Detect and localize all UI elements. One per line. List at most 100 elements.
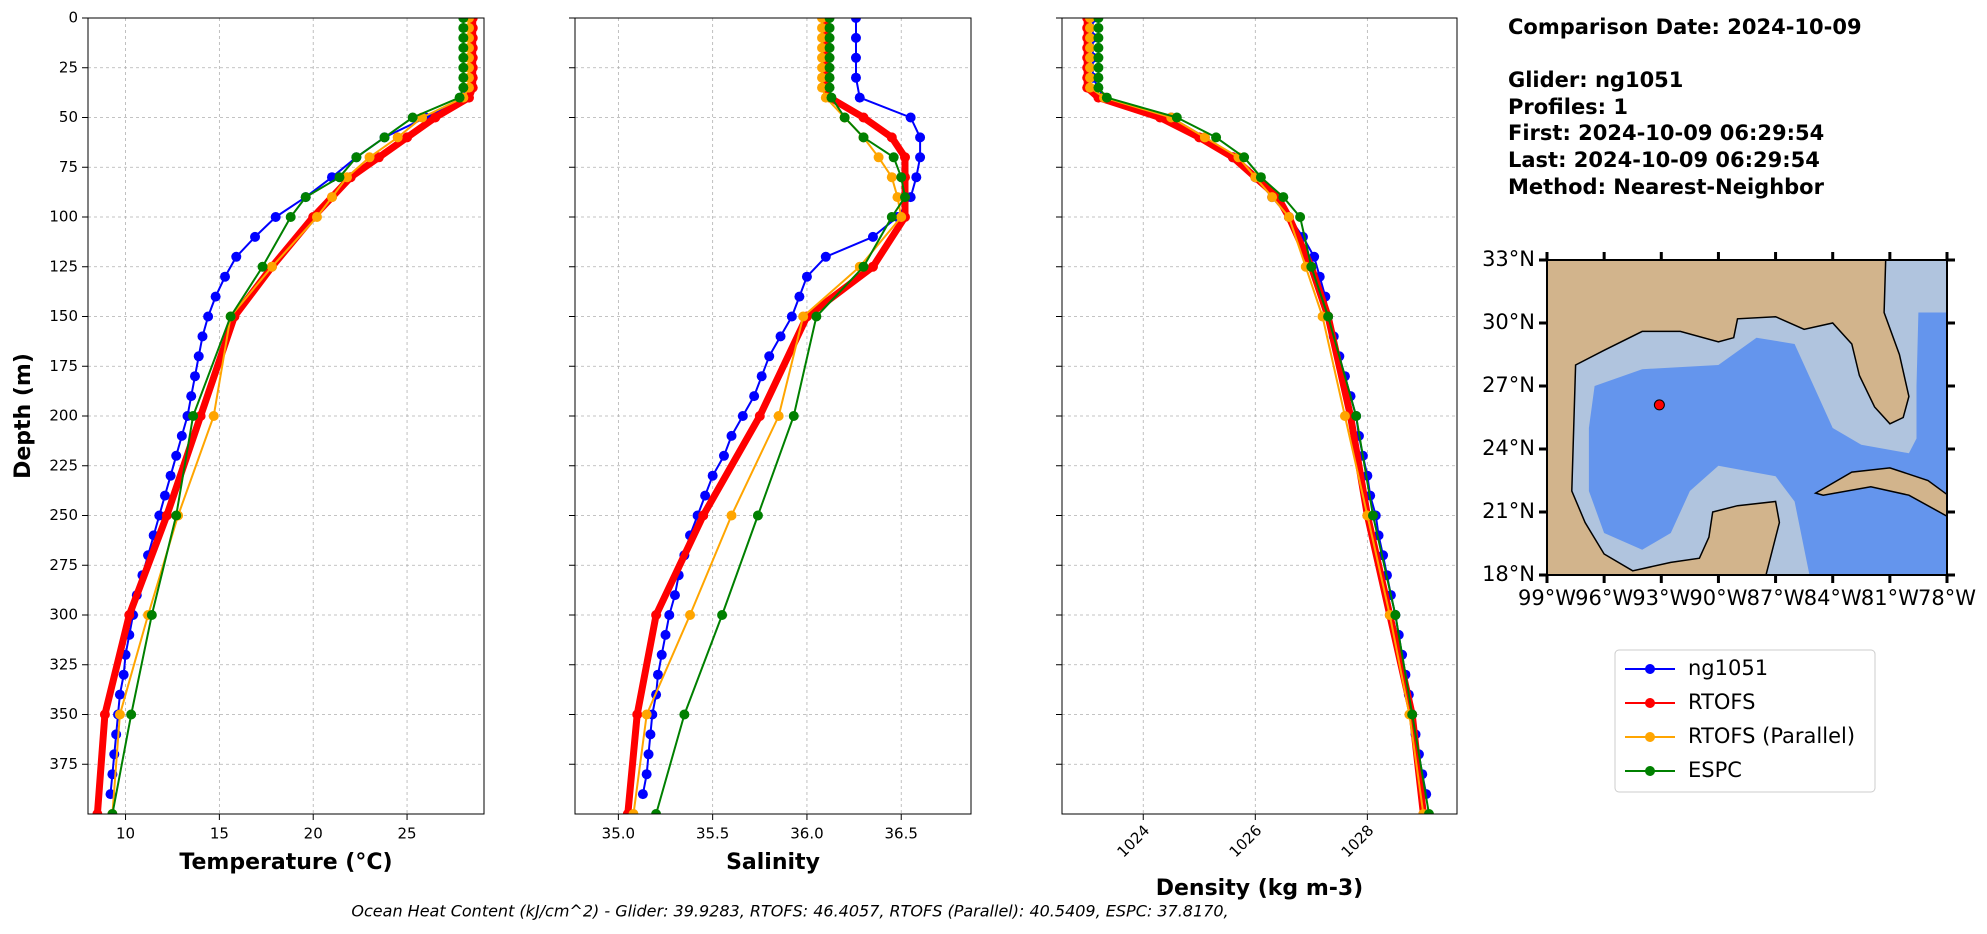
y-tick-label: 175: [49, 357, 78, 375]
profile-marker: [656, 649, 667, 660]
deep-water: [1588, 312, 1947, 575]
profile-marker: [641, 709, 652, 720]
profile-marker: [794, 291, 805, 302]
legend-label: RTOFS: [1688, 690, 1755, 714]
profile-marker: [824, 32, 835, 43]
profile-marker: [311, 212, 322, 222]
profile-marker: [1085, 52, 1096, 63]
profile-marker: [1407, 709, 1418, 720]
profile-marker: [458, 62, 469, 73]
profile-marker: [126, 709, 137, 720]
profile-marker: [664, 610, 675, 620]
profile-marker: [707, 470, 718, 481]
x-tick-label: 25: [398, 825, 417, 843]
legend-marker: [1645, 664, 1655, 674]
profile-marker: [257, 261, 268, 272]
profile-marker: [1093, 62, 1104, 73]
profile-marker: [1085, 42, 1096, 53]
legend-box: [1614, 649, 1876, 793]
profile-marker: [788, 411, 799, 421]
profile-marker: [161, 510, 172, 521]
legend-label: ng1051: [1688, 656, 1768, 680]
profile-marker: [326, 192, 337, 203]
x-tick-label: 35.0: [602, 825, 635, 843]
profile-marker: [801, 271, 812, 282]
profile-marker: [896, 212, 907, 222]
profile-marker: [402, 132, 413, 143]
profile-marker: [900, 152, 910, 163]
map-lat-label: 33°N: [1482, 247, 1535, 271]
map: [1547, 260, 1947, 575]
profile-marker: [824, 22, 835, 33]
profile-marker: [817, 32, 828, 43]
profile-marker: [839, 112, 850, 123]
profile-marker: [99, 709, 110, 720]
profile-marker: [652, 669, 663, 680]
map-frame: [1546, 259, 1948, 576]
profile-marker: [850, 32, 861, 43]
profile-marker: [124, 610, 135, 620]
profile-marker: [176, 430, 187, 441]
profile-marker: [195, 411, 206, 421]
profile-marker: [285, 212, 296, 222]
profile-marker: [1367, 510, 1378, 521]
profile-marker: [1093, 32, 1104, 43]
profile-marker: [858, 112, 869, 123]
profile-marker: [118, 669, 129, 680]
profile-marker: [628, 809, 639, 814]
profile-marker: [1093, 72, 1104, 83]
legend-marker: [1645, 766, 1655, 776]
profile-line: [641, 18, 922, 795]
profile-marker: [458, 32, 469, 43]
x-tick-label: 36.5: [885, 825, 918, 843]
profile-marker: [873, 152, 884, 163]
y-tick-label: 25: [59, 58, 78, 76]
profile-marker: [718, 450, 729, 461]
map-lat-label: 30°N: [1482, 310, 1535, 334]
profile-marker: [811, 311, 822, 322]
map-lon-label: 87°W: [1747, 586, 1805, 610]
profile-marker: [637, 789, 648, 800]
profile-marker: [1093, 42, 1104, 53]
profile-marker: [726, 510, 737, 521]
profile-marker: [1093, 52, 1104, 63]
y-tick-label: 275: [49, 556, 78, 574]
plot-area: [1082, 18, 1434, 814]
profile-marker: [850, 72, 861, 83]
profile-marker: [651, 610, 662, 620]
map-lat-label: 24°N: [1482, 436, 1535, 460]
map-lon-label: 78°W: [1918, 586, 1976, 610]
profile-marker: [817, 18, 828, 23]
profile-marker: [392, 132, 403, 143]
profile-marker: [107, 809, 118, 814]
profile-marker: [632, 709, 643, 720]
legend-marker: [1645, 698, 1655, 708]
profile-marker: [208, 411, 219, 421]
profile-marker: [1323, 311, 1334, 322]
profile-marker: [197, 331, 208, 342]
map-lon-label: 90°W: [1689, 586, 1747, 610]
y-tick-label: 0: [68, 9, 78, 27]
profile-marker: [189, 371, 200, 382]
profile-marker: [660, 629, 671, 640]
profile-marker: [270, 212, 281, 222]
profile-marker: [817, 42, 828, 53]
profile-marker: [700, 490, 711, 501]
profile-marker: [1085, 72, 1096, 83]
profile-marker: [817, 82, 828, 93]
profile-marker: [231, 251, 242, 262]
profile-marker: [888, 152, 899, 163]
profile-marker: [1211, 132, 1222, 143]
profile-marker: [886, 132, 897, 143]
profile-marker: [1101, 92, 1112, 103]
profile-marker: [824, 42, 835, 53]
profile-marker: [171, 510, 182, 521]
profile-marker: [154, 510, 165, 521]
profile-marker: [114, 709, 125, 720]
profile-marker: [266, 261, 277, 272]
profile-marker: [1085, 82, 1096, 93]
profile-marker: [905, 112, 916, 123]
profile-marker: [1093, 22, 1104, 33]
info-line: Profiles: 1: [1508, 95, 1628, 119]
profile-marker: [820, 251, 831, 262]
